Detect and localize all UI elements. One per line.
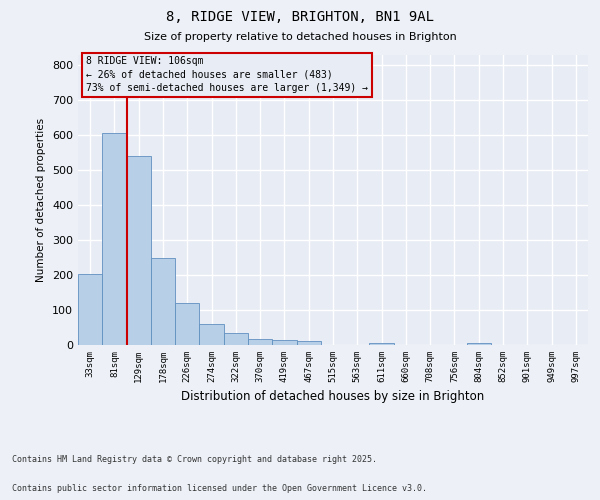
Text: Contains public sector information licensed under the Open Government Licence v3: Contains public sector information licen… bbox=[12, 484, 427, 493]
X-axis label: Distribution of detached houses by size in Brighton: Distribution of detached houses by size … bbox=[181, 390, 485, 404]
Y-axis label: Number of detached properties: Number of detached properties bbox=[37, 118, 46, 282]
Bar bbox=[175, 304, 199, 345]
Text: Size of property relative to detached houses in Brighton: Size of property relative to detached ho… bbox=[143, 32, 457, 42]
Bar bbox=[127, 156, 151, 345]
Text: 8, RIDGE VIEW, BRIGHTON, BN1 9AL: 8, RIDGE VIEW, BRIGHTON, BN1 9AL bbox=[166, 10, 434, 24]
Bar bbox=[467, 344, 491, 345]
Bar bbox=[78, 274, 102, 345]
Bar bbox=[272, 340, 296, 345]
Bar bbox=[296, 341, 321, 345]
Bar bbox=[224, 333, 248, 345]
Bar bbox=[102, 134, 127, 345]
Bar bbox=[248, 338, 272, 345]
Bar bbox=[370, 343, 394, 345]
Text: Contains HM Land Registry data © Crown copyright and database right 2025.: Contains HM Land Registry data © Crown c… bbox=[12, 454, 377, 464]
Bar bbox=[151, 258, 175, 345]
Bar bbox=[199, 324, 224, 345]
Text: 8 RIDGE VIEW: 106sqm
← 26% of detached houses are smaller (483)
73% of semi-deta: 8 RIDGE VIEW: 106sqm ← 26% of detached h… bbox=[86, 56, 368, 93]
